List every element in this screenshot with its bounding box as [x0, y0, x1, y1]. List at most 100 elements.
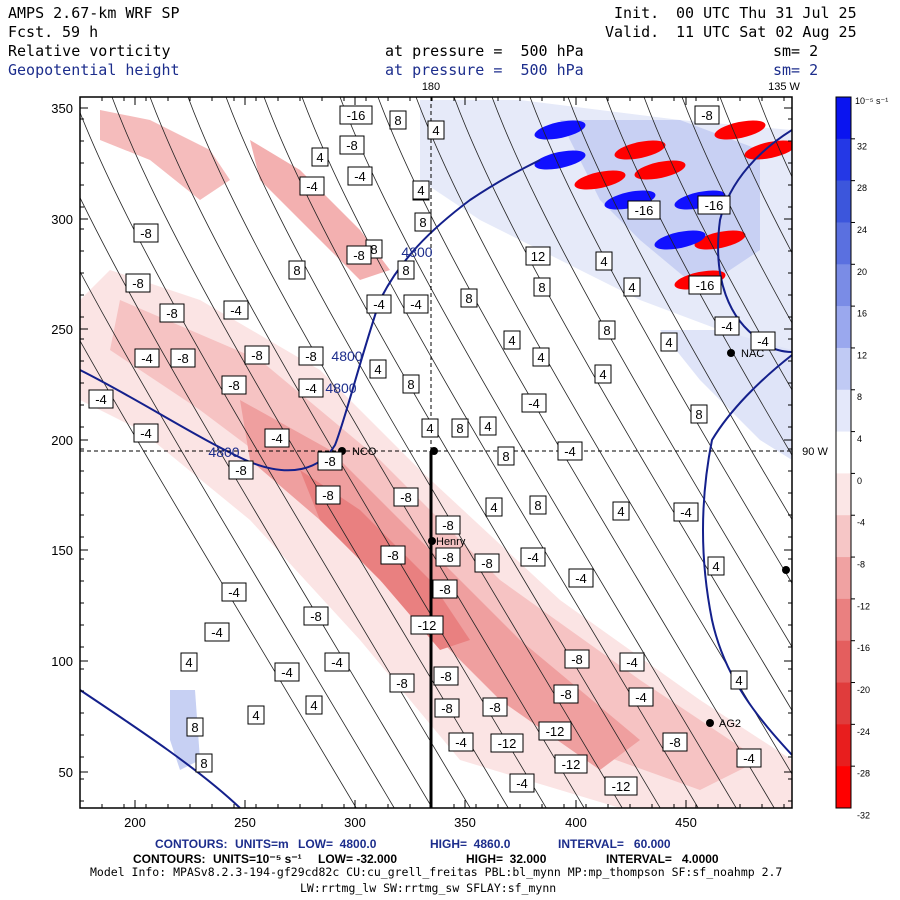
vorticity-contour-label: -16 — [339, 105, 373, 125]
vorticity-label-text: -4 — [373, 297, 385, 312]
vorticity-label-text: -8 — [235, 463, 247, 478]
vorticity-label-box — [433, 666, 459, 686]
height-high: HIGH= 4860.0 — [430, 837, 511, 851]
field2-smoothing: sm= 2 — [773, 61, 819, 79]
colorbar-swatch — [836, 473, 851, 516]
vorticity-label-text: 4 — [712, 559, 719, 574]
vorticity-label-box — [369, 359, 387, 379]
site-marker — [430, 447, 438, 455]
vorticity-label-box — [490, 733, 524, 753]
mountain-vorticity-cell — [614, 140, 666, 160]
vorticity-label-box — [750, 331, 776, 351]
vorticity-label-box — [324, 652, 350, 672]
vorticity-contour-line — [377, 97, 775, 808]
mountain-vorticity-cell — [654, 230, 706, 250]
vorticity-contour-label: -12 — [538, 721, 572, 741]
vorticity-contour-label: -8 — [303, 606, 329, 626]
colorbar-label: 28 — [857, 183, 867, 193]
vorticity-label-text: -4 — [140, 426, 152, 441]
vorticity-label-text: -8 — [322, 488, 334, 503]
vorticity-contour-label: 4 — [427, 120, 445, 140]
physics-info: LW:rrtmg_lw SW:rrtmg_sw SFLAY:sf_mynn — [300, 881, 557, 895]
vorticity-contour-label: 8 — [288, 260, 306, 280]
vorticity-label-text: -16 — [347, 108, 366, 123]
vorticity-contour-label: -8 — [159, 303, 185, 323]
model-title: AMPS 2.67-km WRF SP — [8, 4, 180, 22]
vorticity-contour-line — [111, 97, 509, 808]
colorbar-swatch — [836, 222, 851, 265]
vorticity-contour-label: -8 — [482, 697, 508, 717]
colorbar-label: 0 — [857, 476, 862, 486]
vorticity-contour-line — [643, 97, 792, 391]
vorticity-label-text: -4 — [743, 751, 755, 766]
vorticity-contour-label: 4 — [594, 364, 612, 384]
vorticity-label-box — [497, 446, 515, 466]
vorticity-label-box — [533, 277, 551, 297]
vorticity-label-text: -8 — [439, 582, 451, 597]
vorticity-label-box — [303, 606, 329, 626]
vorticity-label-box — [133, 423, 159, 443]
vorticity-contour-label: -8 — [244, 345, 270, 365]
vorticity-label-text: -12 — [418, 618, 437, 633]
vorticity-contour-label: -8 — [435, 515, 461, 535]
mountain-vorticity-cell — [534, 150, 586, 170]
vorticity-label-text: 4 — [508, 333, 515, 348]
vorticity-label-box — [264, 428, 290, 448]
vorticity-contour-label: -4 — [509, 773, 535, 793]
vorticity-label-box — [315, 485, 341, 505]
vorticity-label-box — [159, 303, 185, 323]
height-contours-label: CONTOURS: — [155, 837, 228, 851]
mountain-vorticity-cell — [694, 230, 746, 250]
vorticity-label-text: 4 — [252, 708, 259, 723]
vorticity-contour-label: -8 — [346, 245, 372, 265]
vorticity-contour-label: -8 — [433, 666, 459, 686]
vorticity-contour-label: -4 — [628, 687, 654, 707]
vorticity-contour-label: 8 — [598, 320, 616, 340]
vorticity-label-text: -8 — [132, 276, 144, 291]
vorticity-label-box — [397, 260, 415, 280]
field1-name: Relative vorticity — [8, 42, 171, 60]
x-tick-label: 450 — [675, 815, 697, 830]
vorticity-label-box — [133, 223, 159, 243]
vorticity-label-box — [317, 451, 343, 471]
vorticity-label-box — [311, 147, 329, 167]
vorticity-label-text: 8 — [402, 263, 409, 278]
vorticity-label-box — [195, 753, 213, 773]
vorticity-interval: INTERVAL= 4.0000 — [606, 852, 719, 866]
vorticity-contour-label: -4 — [133, 423, 159, 443]
vorticity-label-text: 4 — [484, 419, 491, 434]
vorticity-label-box — [88, 389, 114, 409]
vorticity-label-text: -4 — [680, 505, 692, 520]
vorticity-label-box — [410, 615, 444, 635]
vorticity-label-box — [662, 732, 688, 752]
vorticity-label-text: 4 — [426, 421, 433, 436]
vorticity-label-box — [435, 515, 461, 535]
site-label: NAC — [741, 348, 764, 360]
y-tick-label: 50 — [59, 765, 73, 780]
vorticity-label-box — [623, 277, 641, 297]
colorbar-swatch — [836, 264, 851, 307]
vorticity-label-box — [673, 502, 699, 522]
vorticity-label-text: -8 — [442, 550, 454, 565]
vorticity-contour-label: 8 — [529, 495, 547, 515]
vorticity-contour-label: -4 — [521, 393, 547, 413]
vorticity-contour-label: 8 — [460, 288, 478, 308]
vorticity-label-text: 4 — [599, 367, 606, 382]
vorticity-contour-line — [681, 97, 792, 324]
vorticity-contour-label: 4 — [247, 705, 265, 725]
field1-level: at pressure = 500 hPa — [385, 42, 584, 60]
vorticity-label-text: -8 — [440, 669, 452, 684]
vorticity-label-box — [180, 652, 198, 672]
vorticity-label-box — [553, 684, 579, 704]
vorticity-label-box — [223, 300, 249, 320]
site-marker — [428, 537, 436, 545]
vorticity-label-text: -8 — [166, 306, 178, 321]
vorticity-label-box — [434, 698, 460, 718]
height-units: UNITS=m — [235, 837, 289, 851]
vorticity-contour-label: 4 — [305, 695, 323, 715]
mountain-vorticity-cell — [534, 120, 586, 140]
height-contour-4800-main — [80, 159, 541, 472]
vorticity-contour-label: -8 — [133, 223, 159, 243]
vorticity-contour-label: -4 — [673, 502, 699, 522]
mountain-vorticity-cell — [574, 170, 626, 190]
